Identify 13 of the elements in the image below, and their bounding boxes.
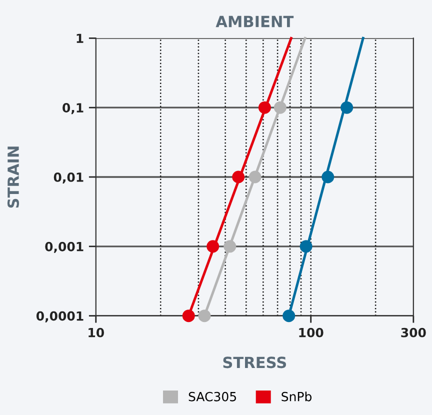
y-tick-label: 0,0001 xyxy=(36,311,84,322)
x-tick-label: 300 xyxy=(401,328,426,338)
y-axis-title: STRAIN xyxy=(7,146,20,208)
y-tick-label: 1 xyxy=(76,34,84,43)
x-tick-label: 10 xyxy=(88,328,104,338)
x-tick-label: 100 xyxy=(299,328,324,338)
y-tick-label: 0,1 xyxy=(62,103,84,114)
legend-label: SnPb xyxy=(282,392,312,402)
y-tick-label: 0,01 xyxy=(54,172,84,184)
x-axis-title: STRESS xyxy=(223,356,286,368)
y-tick-label: 0,001 xyxy=(45,242,84,253)
legend-label: SAC305 xyxy=(188,392,236,402)
chart-title: AMBIENT xyxy=(216,16,294,28)
